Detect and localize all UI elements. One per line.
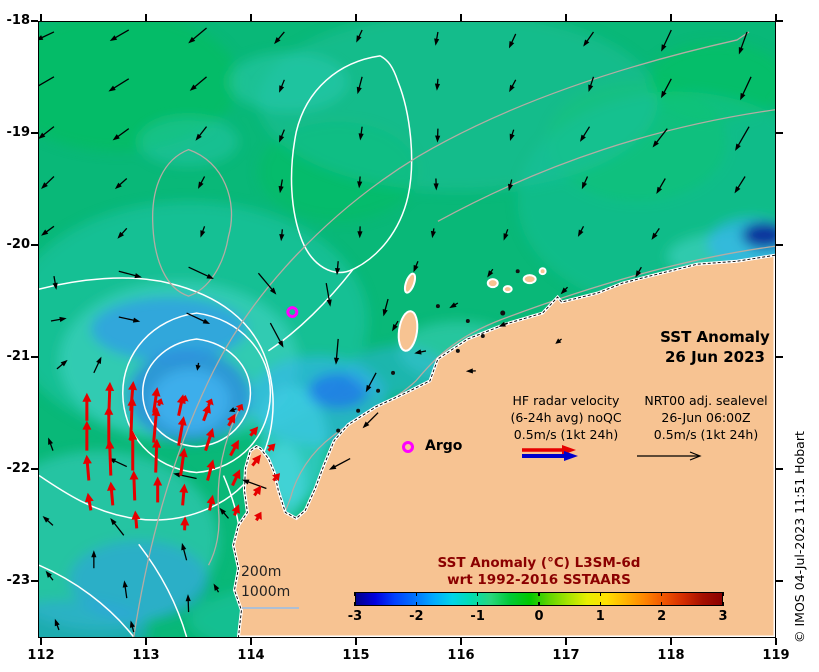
y-axis-tick-right xyxy=(776,244,783,246)
y-axis-tick-right xyxy=(776,132,783,134)
y-axis-tick-right xyxy=(776,20,783,22)
x-axis-tick-top xyxy=(670,14,672,21)
map-title-line1: SST Anomaly xyxy=(660,328,770,346)
x-axis-tick-label: 116 xyxy=(447,648,475,663)
sl-legend-line1: NRT00 adj. sealevel xyxy=(644,393,768,408)
x-axis-tick-label: 119 xyxy=(762,648,790,663)
colorbar-tick xyxy=(538,592,540,596)
depth-label-200m: 200m xyxy=(241,564,282,580)
colorbar-tick xyxy=(722,602,724,606)
depth-contour-sample-line xyxy=(242,607,299,609)
colorbar-tick-label: 3 xyxy=(718,609,728,624)
y-axis-tick-label: -19 xyxy=(6,125,31,140)
y-axis-tick-label: -23 xyxy=(6,573,31,588)
depth-label-1000m: 1000m xyxy=(241,584,291,600)
y-axis-tick-right xyxy=(776,468,783,470)
x-axis-tick-top xyxy=(40,14,42,21)
colorbar-tick-label: -1 xyxy=(470,609,485,624)
colorbar-tick-label: 0 xyxy=(534,609,544,624)
coastal-rocks xyxy=(336,269,520,433)
x-axis-tick-top xyxy=(460,14,462,21)
x-axis-tick xyxy=(145,638,147,645)
sl-legend-line2: 26-Jun 06:00Z xyxy=(661,410,751,425)
colorbar-tick xyxy=(538,602,540,606)
x-axis-tick xyxy=(250,638,252,645)
y-axis-tick xyxy=(31,356,38,358)
x-axis-tick-label: 114 xyxy=(237,648,265,663)
colorbar-title: SST Anomaly (°C) L3SM-6d wrt 1992-2016 S… xyxy=(348,555,730,589)
y-axis-tick-label: -21 xyxy=(6,349,31,364)
y-axis-tick xyxy=(31,244,38,246)
hf-legend-line3: 0.5m/s (1kt 24h) xyxy=(513,427,619,442)
x-axis-tick xyxy=(355,638,357,645)
x-axis-tick-top xyxy=(250,14,252,21)
colorbar-tick-label: -3 xyxy=(347,609,363,624)
colorbar-tick xyxy=(476,592,479,596)
colorbar-tick xyxy=(599,592,602,596)
x-axis-tick xyxy=(565,638,567,645)
x-axis-tick-label: 117 xyxy=(552,648,580,663)
depth-labels: 200m 1000m xyxy=(241,562,290,602)
land xyxy=(231,253,775,637)
map-canvas xyxy=(38,21,776,638)
x-axis-tick-top xyxy=(775,14,777,21)
x-axis-tick-label: 115 xyxy=(342,648,370,663)
sealevel-legend: NRT00 adj. sealevel 26-Jun 06:00Z 0.5m/s… xyxy=(631,392,781,443)
argo-float-marker xyxy=(286,306,299,319)
y-axis-tick-label: -20 xyxy=(6,237,31,252)
islands xyxy=(397,267,547,352)
colorbar-title-line1: SST Anomaly (°C) L3SM-6d xyxy=(437,555,641,571)
x-axis-tick-label: 113 xyxy=(132,648,160,663)
hf-radar-velocity-arrows xyxy=(82,380,281,531)
colorbar-tick xyxy=(660,592,663,596)
argo-float-markers xyxy=(286,306,299,319)
colorbar-tick xyxy=(415,592,418,596)
x-axis-tick xyxy=(670,638,672,645)
x-axis-tick xyxy=(460,638,462,645)
colorbar-title-line2: wrt 1992-2016 SSTAARS xyxy=(447,572,631,588)
y-axis-tick-right xyxy=(776,356,783,358)
argo-label: Argo xyxy=(425,438,463,454)
colorbar-tick-label: 1 xyxy=(595,609,605,624)
argo-marker-icon xyxy=(402,441,414,453)
colorbar-tick xyxy=(354,592,356,596)
x-axis-tick-label: 112 xyxy=(27,648,55,663)
map-title-line2: 26 Jun 2023 xyxy=(664,348,765,366)
hf-legend-line2: (6-24h avg) noQC xyxy=(510,410,622,425)
colorbar-tick xyxy=(722,592,724,596)
colorbar-tick-label: 2 xyxy=(657,609,667,624)
y-axis-tick xyxy=(31,20,38,22)
x-axis-tick-top xyxy=(145,14,147,21)
sealevel-scale-arrow-icon xyxy=(637,451,702,461)
y-axis-tick xyxy=(31,468,38,470)
y-axis-tick-right xyxy=(776,580,783,582)
hf-scale-arrow-icon xyxy=(522,445,578,461)
copyright-text: © IMOS 04-Jul-2023 11:51 Hobart xyxy=(792,431,807,643)
x-axis-tick xyxy=(775,638,777,645)
x-axis-tick-label: 118 xyxy=(657,648,685,663)
hf-radar-legend: HF radar velocity (6-24h avg) noQC 0.5m/… xyxy=(501,392,631,443)
y-axis-tick-label: -22 xyxy=(6,461,31,476)
y-axis-tick xyxy=(31,132,38,134)
colorbar-tick-label: -2 xyxy=(409,609,424,624)
colorbar-tick xyxy=(415,602,418,606)
colorbar-tick xyxy=(354,602,356,606)
x-axis-tick-top xyxy=(355,14,357,21)
map-title: SST Anomaly 26 Jun 2023 xyxy=(648,327,782,367)
x-axis-tick-top xyxy=(565,14,567,21)
sl-legend-line3: 0.5m/s (1kt 24h) xyxy=(653,427,759,442)
y-axis-tick xyxy=(31,580,38,582)
y-axis-tick-label: -18 xyxy=(6,13,31,28)
colorbar-tick xyxy=(599,602,602,606)
x-axis-tick xyxy=(40,638,42,645)
hf-legend-line1: HF radar velocity xyxy=(512,393,620,408)
colorbar-tick xyxy=(476,602,479,606)
colorbar-tick xyxy=(660,602,663,606)
sealevel-velocity-arrows xyxy=(39,27,752,633)
